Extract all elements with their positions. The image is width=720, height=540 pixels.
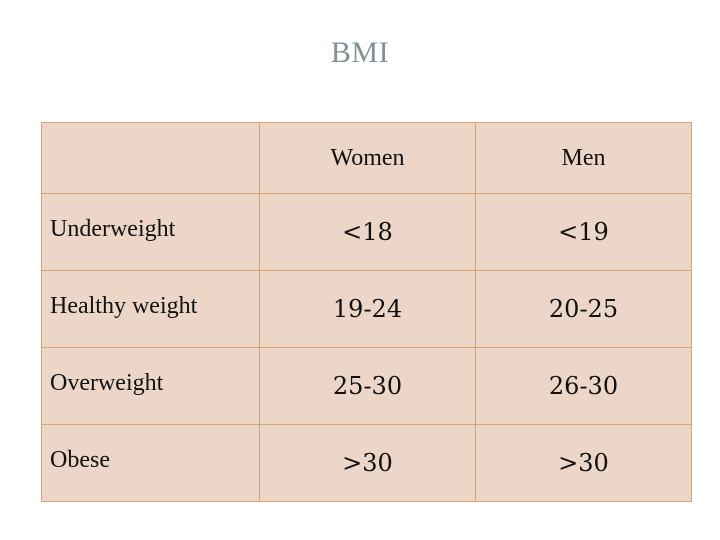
category-cell: Overweight [41, 347, 260, 425]
category-cell: Healthy weight [41, 270, 260, 348]
men-value-cell: <19 [475, 193, 692, 271]
table-row: Obese >30 >30 [41, 424, 692, 502]
women-value-cell: 19-24 [259, 270, 476, 348]
category-cell: Obese [41, 424, 260, 502]
page-title: BMI [330, 36, 390, 69]
table-row: Healthy weight 19-24 20-25 [41, 270, 692, 348]
table-row: Underweight <18 <19 [41, 193, 692, 271]
header-cell-men: Men [475, 122, 692, 194]
table-row: Overweight 25-30 26-30 [41, 347, 692, 425]
women-value-cell: >30 [259, 424, 476, 502]
category-cell: Underweight [41, 193, 260, 271]
bmi-table: Women Men Underweight <18 <19 Healthy we… [41, 122, 692, 502]
header-cell-women: Women [259, 122, 476, 194]
table-header-row: Women Men [41, 122, 692, 194]
men-value-cell: 20-25 [475, 270, 692, 348]
women-value-cell: 25-30 [259, 347, 476, 425]
men-value-cell: >30 [475, 424, 692, 502]
header-cell-empty [41, 122, 260, 194]
women-value-cell: <18 [259, 193, 476, 271]
men-value-cell: 26-30 [475, 347, 692, 425]
